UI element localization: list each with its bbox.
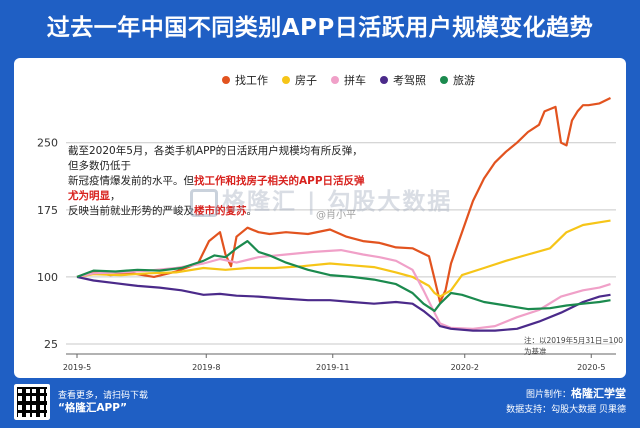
legend-item-3: 拼车 xyxy=(331,72,366,88)
chart-panel: 25 100 175 250 2019-5 2019-8 2019-11 2020-2 202… xyxy=(14,58,626,378)
line-chart: 25 100 175 250 2019-5 2019-8 2019-11 2020-2 202… xyxy=(37,97,616,372)
footer-made-by-label: 图片制作： xyxy=(525,390,571,400)
series-line-3 xyxy=(76,249,611,330)
page-title: 过去一年中国不同类别APP日活跃用户规模变化趋势 xyxy=(46,15,594,41)
footer-made-by-brand: 格隆汇学堂 xyxy=(571,387,626,400)
watermark-brand-2: 勾股大数据 xyxy=(327,189,453,215)
footer-download: 查看更多，请扫码下载 “格隆汇APP” xyxy=(14,384,148,420)
legend-label: 房子 xyxy=(295,74,317,87)
legend-swatch-icon xyxy=(331,76,339,84)
footer-app-name: “格隆汇APP” xyxy=(58,402,128,414)
legend-label: 拼车 xyxy=(344,74,366,87)
watermark-logo-icon xyxy=(190,188,218,217)
annotation-line-3-text: 反映当前就业形势的严峻及 xyxy=(68,205,194,217)
legend-swatch-icon xyxy=(222,76,230,84)
y-tick-label: 250 xyxy=(37,137,58,150)
legend-swatch-icon xyxy=(380,76,388,84)
legend-item-5: 旅游 xyxy=(440,72,475,88)
series-line-4 xyxy=(76,275,611,332)
y-tick-layer: 25 100 175 250 xyxy=(37,137,58,351)
footer-made-by: 图片制作：格隆汇学堂 xyxy=(506,386,626,403)
series-line-1 xyxy=(76,97,611,304)
x-tick-label: 2019-5 xyxy=(63,363,91,372)
watermark: 格隆汇 | 勾股大数据 xyxy=(190,182,452,217)
x-tick-label: 2019-11 xyxy=(316,363,349,372)
annotation-line-2-tail: ， xyxy=(110,190,121,202)
weibo-watermark: @肖小平 xyxy=(316,210,356,221)
y-tick-label: 175 xyxy=(37,204,58,217)
watermark-separator: | xyxy=(297,189,328,215)
footer-data-support: 数据支持：勾股大数据 贝果德 xyxy=(506,405,626,415)
legend-label: 考驾照 xyxy=(393,74,426,87)
x-tick-label: 2020-2 xyxy=(451,363,479,372)
series-line-2 xyxy=(76,219,611,298)
chart-legend: 找工作 房子 拼车 考驾照 旅游 xyxy=(222,71,475,89)
legend-item-2: 房子 xyxy=(282,72,317,88)
legend-item-4: 考驾照 xyxy=(380,72,426,88)
series-line-5 xyxy=(76,240,611,312)
annotation-line-1: 截至2020年5月，各类手机APP的日活跃用户规模均有所反弹，但多数仍低于 xyxy=(68,145,363,172)
x-tick-label: 2019-8 xyxy=(192,363,220,372)
legend-swatch-icon xyxy=(282,76,290,84)
chart-annotation: 截至2020年5月，各类手机APP的日活跃用户规模均有所反弹，但多数仍低于 新冠… xyxy=(68,144,368,219)
legend-swatch-icon xyxy=(440,76,448,84)
chart-note: 注：以2019年5月31日=100为基准 xyxy=(524,336,624,356)
legend-label: 找工作 xyxy=(235,74,268,87)
watermark-brand-1: 格隆汇 xyxy=(222,189,297,215)
annotation-line-2: 新冠疫情爆发前的水平。但找工作和找房子相关的APP日活反弹尤为明显， xyxy=(68,174,368,204)
series-layer xyxy=(76,97,611,332)
annotation-line-3-tail: 。 xyxy=(246,205,258,217)
qr-code-icon[interactable] xyxy=(14,384,50,420)
legend-label: 旅游 xyxy=(453,74,475,87)
x-tick-layer: 2019-5 2019-8 2019-11 2020-2 2020-5 xyxy=(63,353,616,372)
footer-download-text: 查看更多，请扫码下载 “格隆汇APP” xyxy=(58,384,148,414)
annotation-line-2-highlight: 找工作和找房子相关的APP日活反弹尤为明显 xyxy=(68,175,365,202)
y-tick-label: 100 xyxy=(37,271,58,284)
x-tick-label: 2020-5 xyxy=(577,363,605,372)
footer-credits: 图片制作：格隆汇学堂 数据支持：勾股大数据 贝果德 xyxy=(506,386,626,418)
legend-item-1: 找工作 xyxy=(222,72,268,88)
annotation-line-2-text: 新冠疫情爆发前的水平。但 xyxy=(68,175,194,187)
y-tick-label: 25 xyxy=(44,338,58,351)
footer-download-line: 查看更多，请扫码下载 xyxy=(58,391,149,401)
